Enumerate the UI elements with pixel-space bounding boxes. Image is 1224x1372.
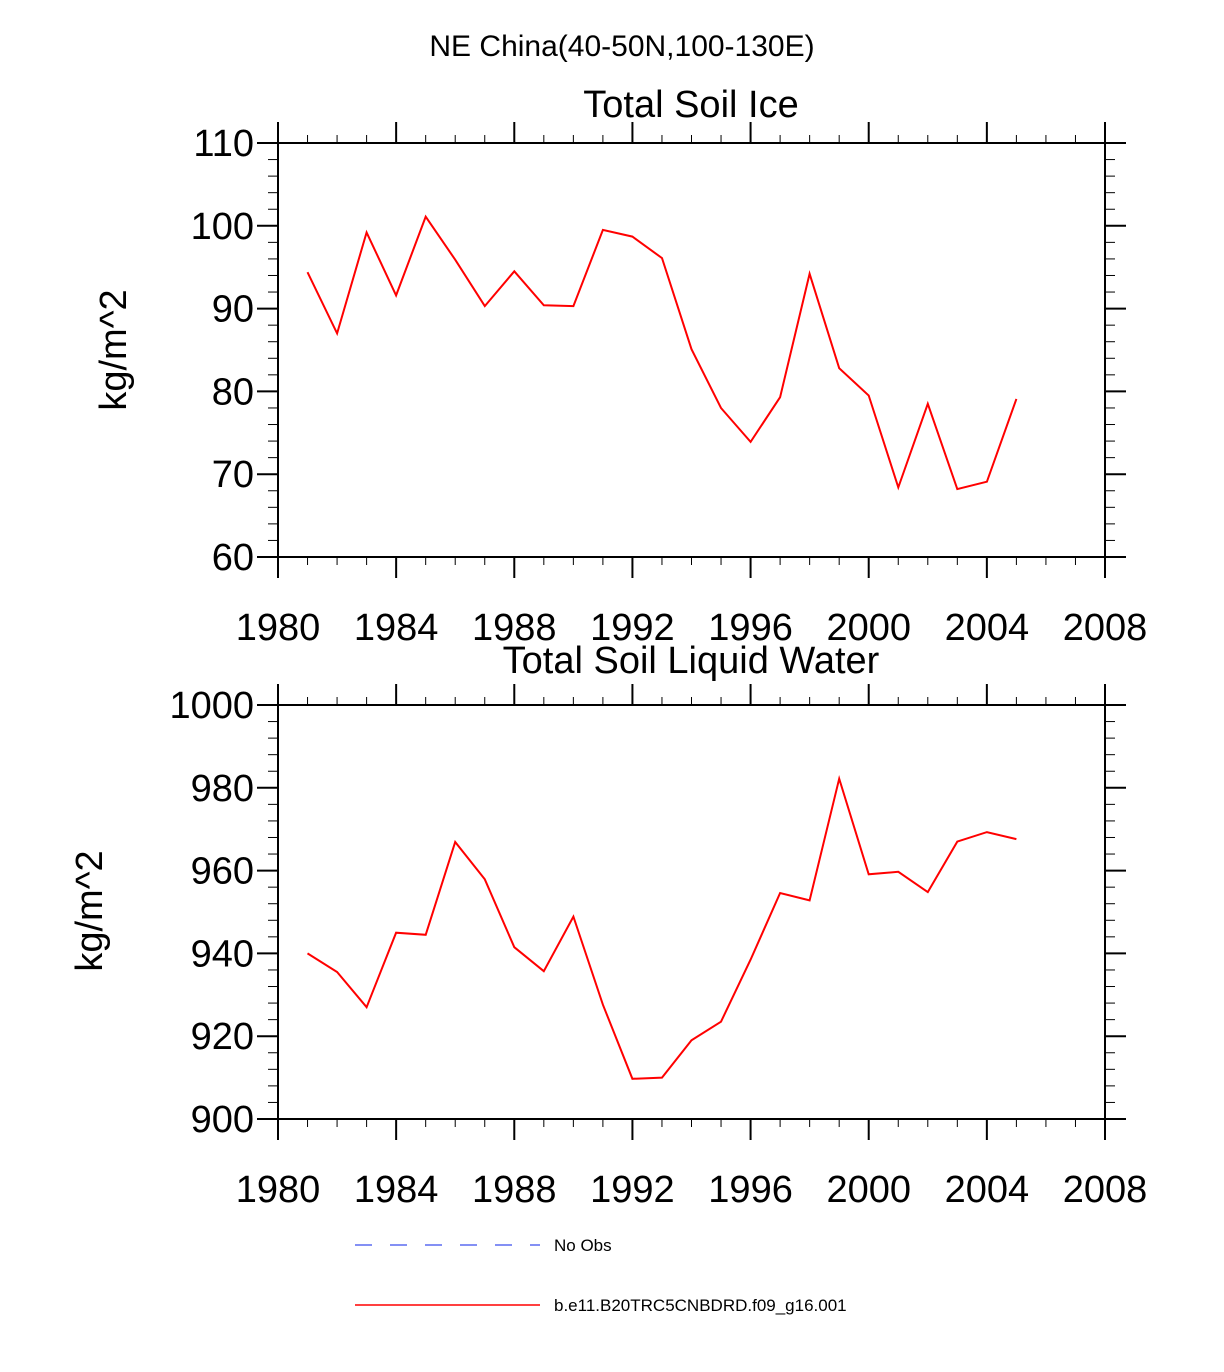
- panel-title: Total Soil Liquid Water: [503, 640, 880, 682]
- legend-label-model: b.e11.B20TRC5CNBDRD.f09_g16.001: [554, 1296, 847, 1315]
- figure-title: NE China(40-50N,100-130E): [429, 30, 814, 63]
- x-tick-label: 1980: [236, 1169, 321, 1211]
- y-tick-label: 900: [191, 1099, 254, 1141]
- x-tick-label: 2008: [1063, 1169, 1148, 1211]
- x-tick-label: 2008: [1063, 607, 1148, 649]
- y-axis-label: kg/m^2: [93, 289, 135, 410]
- panel-soil-liquid-water: Total Soil Liquid Water kg/m^2 1980 1984 1…: [69, 640, 1147, 1211]
- y-axis-label: kg/m^2: [69, 850, 111, 971]
- x-tick-label: 1984: [354, 1169, 439, 1211]
- y-tick-label: 940: [191, 933, 254, 975]
- y-tick-label: 960: [191, 851, 254, 893]
- panel-soil-ice: Total Soil Ice kg/m^2 1980 1984 1988 1992 19…: [93, 84, 1147, 649]
- y-tick-label: 70: [212, 454, 254, 496]
- plot-frame: [277, 704, 1106, 1120]
- y-tick-label: 980: [191, 768, 254, 810]
- series-line: [306, 774, 1017, 1080]
- legend: No Obs b.e11.B20TRC5CNBDRD.f09_g16.001: [355, 1236, 847, 1315]
- y-tick-label: 110: [193, 123, 254, 165]
- x-tick-label: 1988: [472, 607, 557, 649]
- legend-label-obs: No Obs: [554, 1236, 612, 1255]
- y-tick-label: 100: [191, 206, 254, 248]
- x-tick-label: 2004: [945, 1169, 1030, 1211]
- x-tick-label: 1980: [236, 607, 321, 649]
- x-tick-label: 2004: [945, 607, 1030, 649]
- y-tick-label: 80: [212, 371, 254, 413]
- x-tick-label: 2000: [826, 1169, 911, 1211]
- y-tick-label: 1000: [169, 685, 254, 727]
- panel-title: Total Soil Ice: [583, 84, 798, 126]
- x-tick-label: 1992: [590, 1169, 675, 1211]
- x-tick-label: 1988: [472, 1169, 557, 1211]
- x-tick-label: 2000: [826, 607, 911, 649]
- x-tick-label: 1996: [708, 1169, 793, 1211]
- y-tick-label: 920: [191, 1016, 254, 1058]
- y-tick-label: 90: [212, 289, 254, 331]
- series-line: [306, 214, 1018, 491]
- y-tick-label: 60: [212, 537, 254, 579]
- x-tick-label: 1984: [354, 607, 439, 649]
- x-tick-label: 1992: [590, 607, 675, 649]
- x-tick-label: 1996: [708, 607, 793, 649]
